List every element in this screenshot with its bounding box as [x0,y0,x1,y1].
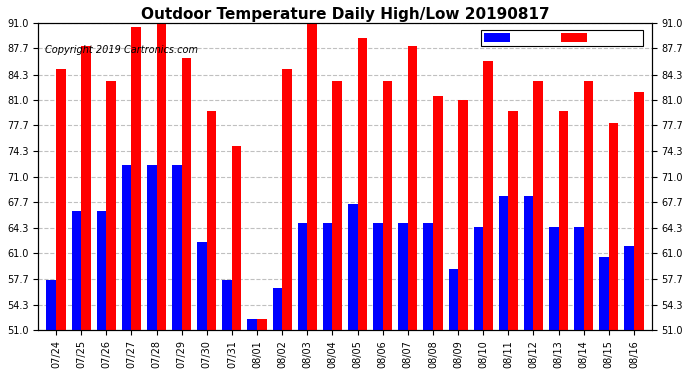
Bar [473,226,483,330]
Bar [509,111,518,330]
Bar [634,92,644,330]
Bar [584,81,593,330]
Bar [408,46,417,330]
Bar [72,211,81,330]
Bar [624,246,634,330]
Bar [248,319,257,330]
Bar [533,81,543,330]
Bar [609,123,618,330]
Text: Copyright 2019 Cartronics.com: Copyright 2019 Cartronics.com [45,45,197,55]
Bar [574,226,584,330]
Bar [56,69,66,330]
Bar [46,280,56,330]
Bar [172,165,181,330]
Bar [106,81,116,330]
Bar [323,223,333,330]
Bar [600,257,609,330]
Bar [357,39,367,330]
Bar [433,96,442,330]
Bar [307,23,317,330]
Bar [524,196,533,330]
Bar [424,223,433,330]
Bar [197,242,207,330]
Bar [373,223,383,330]
Bar [458,100,468,330]
Bar [257,319,266,330]
Bar [147,165,157,330]
Bar [559,111,568,330]
Bar [483,62,493,330]
Bar [273,288,282,330]
Bar [81,46,90,330]
Bar [448,269,458,330]
Bar [181,58,191,330]
Bar [131,27,141,330]
Bar [222,280,232,330]
Bar [207,111,217,330]
Bar [97,211,106,330]
Bar [348,204,357,330]
Bar [157,23,166,330]
Legend: Low  (°F), High  (°F): Low (°F), High (°F) [481,30,643,46]
Bar [383,81,392,330]
Bar [398,223,408,330]
Bar [232,146,241,330]
Bar [122,165,131,330]
Bar [282,69,292,330]
Bar [549,226,559,330]
Bar [499,196,509,330]
Title: Outdoor Temperature Daily High/Low 20190817: Outdoor Temperature Daily High/Low 20190… [141,7,549,22]
Bar [333,81,342,330]
Bar [298,223,307,330]
